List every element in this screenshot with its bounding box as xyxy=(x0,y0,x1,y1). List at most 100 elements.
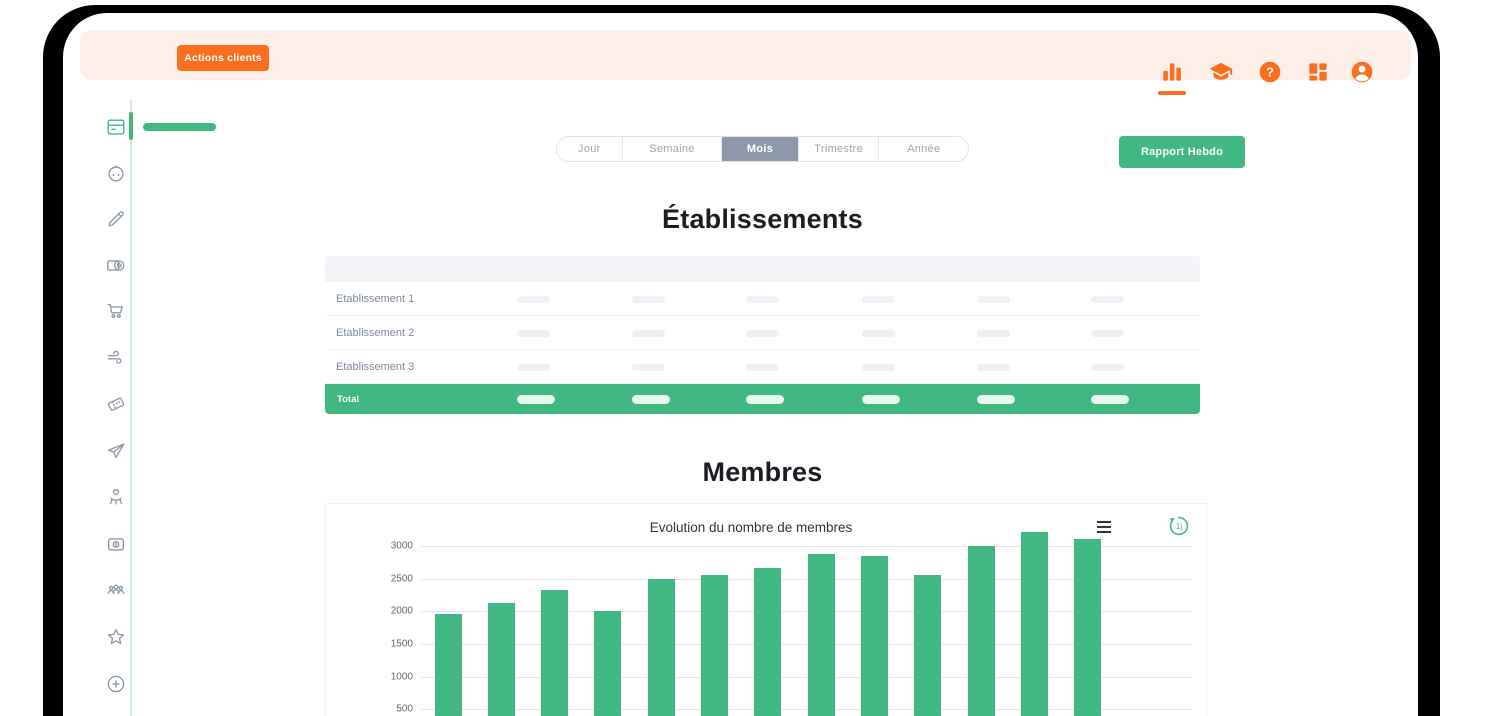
total-value-skeleton xyxy=(746,394,784,404)
history-reset-icon[interactable]: 1j xyxy=(1167,514,1191,538)
gridline xyxy=(421,545,1193,547)
row-label: Etablissement 3 xyxy=(336,361,415,373)
gridline xyxy=(421,643,1193,645)
etablissements-title: Établissements xyxy=(662,204,863,234)
total-value-skeleton xyxy=(517,394,555,404)
chart-bar xyxy=(967,545,995,716)
row-label: Etablissement 1 xyxy=(336,293,415,305)
value-skeleton xyxy=(1091,329,1124,337)
chart-bar xyxy=(541,589,569,716)
membres-chart-card: Evolution du nombre de membres 1j 500 100… xyxy=(325,503,1207,716)
total-value-skeleton xyxy=(632,394,670,404)
chart-bar xyxy=(701,574,728,716)
team-icon[interactable] xyxy=(105,579,127,601)
table-row: Etablissement 2 xyxy=(325,316,1200,350)
period-tab-group: Jour Semaine Mois Trimestre Année xyxy=(556,136,969,162)
svg-text:1j: 1j xyxy=(1176,522,1182,531)
tab-mois[interactable]: Mois xyxy=(721,137,798,161)
chart-bar xyxy=(807,554,835,716)
active-topnav-underline xyxy=(1158,91,1186,95)
help-icon[interactable]: ? xyxy=(1257,59,1283,85)
plus-circle-icon[interactable] xyxy=(105,673,127,695)
table-row: Etablissement 1 xyxy=(325,282,1200,316)
paper-plane-icon[interactable] xyxy=(105,440,127,462)
table-row: Etablissement 3 xyxy=(325,350,1200,384)
ticket-icon[interactable] xyxy=(105,393,127,415)
y-axis-label: 1500 xyxy=(390,638,413,650)
tab-trimestre[interactable]: Trimestre xyxy=(797,137,879,161)
chart-bar xyxy=(1020,532,1048,716)
svg-text:?: ? xyxy=(1266,65,1274,80)
pencil-icon[interactable] xyxy=(105,208,127,230)
table-header-row xyxy=(325,256,1200,282)
chart-bar xyxy=(434,613,462,716)
wind-icon[interactable] xyxy=(105,346,127,368)
total-value-skeleton xyxy=(977,394,1015,404)
etablissements-table: Etablissement 1 Etablissement 2 Etablissem… xyxy=(325,256,1200,414)
gridline xyxy=(421,611,1193,613)
value-skeleton xyxy=(632,295,665,303)
chart-bar xyxy=(647,578,675,716)
gridline xyxy=(421,709,1193,711)
account-icon[interactable] xyxy=(1349,59,1375,85)
value-skeleton xyxy=(517,295,550,303)
dashboard-icon[interactable] xyxy=(105,116,127,138)
rapport-hebdo-button[interactable]: Rapport Hebdo xyxy=(1119,136,1245,168)
gridline xyxy=(421,676,1193,678)
total-row-label: Total xyxy=(337,394,359,405)
sidebar-active-indicator xyxy=(129,112,133,140)
money-icon[interactable] xyxy=(105,533,127,555)
value-skeleton xyxy=(632,363,665,371)
value-skeleton xyxy=(977,295,1010,303)
value-skeleton xyxy=(746,363,779,371)
total-value-skeleton xyxy=(862,394,900,404)
stats-icon[interactable] xyxy=(1159,59,1185,85)
value-skeleton xyxy=(862,363,895,371)
tab-semaine[interactable]: Semaine xyxy=(621,137,722,161)
chart-bar xyxy=(594,610,622,716)
value-skeleton xyxy=(632,329,665,337)
y-axis-label: 2000 xyxy=(390,605,413,617)
y-axis-label: 500 xyxy=(396,703,413,715)
sidebar-divider xyxy=(130,100,132,716)
chart-bar xyxy=(487,602,515,716)
row-label: Etablissement 2 xyxy=(336,327,415,339)
tab-annee[interactable]: Année xyxy=(878,137,968,161)
face-icon[interactable] xyxy=(105,162,127,184)
table-total-row: Total xyxy=(325,384,1200,414)
app-screen: Actions clients ? Jour Semaine Mois Trimest… xyxy=(63,13,1418,716)
y-axis-label: 2500 xyxy=(390,573,413,584)
chart-bar xyxy=(754,568,782,716)
chart-bar xyxy=(860,556,888,716)
academy-icon[interactable] xyxy=(1208,59,1234,85)
nav-label-skeleton xyxy=(143,123,216,131)
top-header-bar: Actions clients ? xyxy=(80,30,1411,95)
value-skeleton xyxy=(746,329,779,337)
chart-title: Evolution du nombre de membres xyxy=(649,520,853,535)
value-skeleton xyxy=(517,329,550,337)
chart-menu-icon[interactable] xyxy=(1096,520,1112,534)
value-skeleton xyxy=(1091,363,1124,371)
heart-hands-icon[interactable] xyxy=(105,486,127,508)
value-skeleton xyxy=(746,295,779,303)
gridline xyxy=(421,578,1193,580)
device-frame: Actions clients ? Jour Semaine Mois Trimest… xyxy=(43,5,1440,716)
camera-icon[interactable] xyxy=(105,254,127,276)
actions-clients-button[interactable]: Actions clients xyxy=(177,45,269,71)
value-skeleton xyxy=(977,329,1010,337)
value-skeleton xyxy=(517,363,550,371)
y-axis-label: 3000 xyxy=(390,540,413,552)
total-value-skeleton xyxy=(1091,394,1129,404)
apps-icon[interactable] xyxy=(1305,59,1331,85)
star-icon[interactable] xyxy=(105,626,127,648)
chart-bar xyxy=(1074,539,1102,716)
chart-bar xyxy=(914,574,942,716)
cart-icon[interactable] xyxy=(105,300,127,322)
value-skeleton xyxy=(862,295,895,303)
value-skeleton xyxy=(862,329,895,337)
membres-title: Membres xyxy=(702,457,823,487)
value-skeleton xyxy=(977,363,1010,371)
y-axis-label: 1000 xyxy=(390,671,413,683)
tab-jour[interactable]: Jour xyxy=(557,137,622,161)
